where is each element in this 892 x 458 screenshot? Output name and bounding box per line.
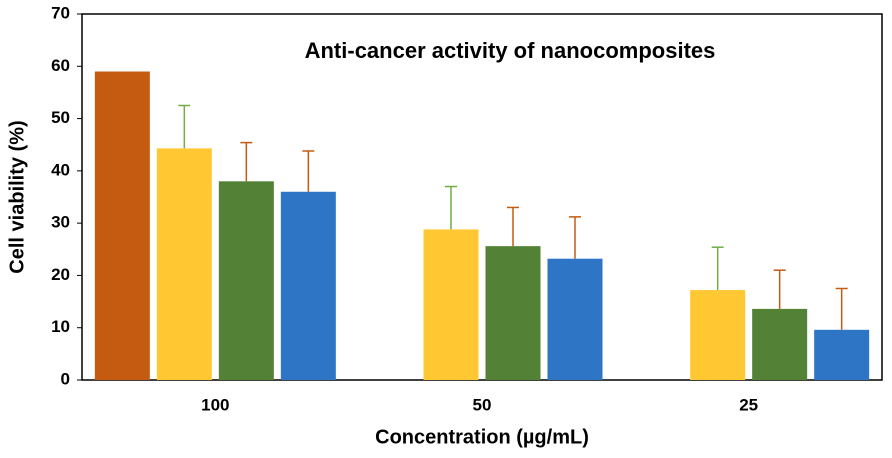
y-axis-label: Cell viability (%) xyxy=(6,120,28,273)
x-tick-label: 25 xyxy=(739,395,758,414)
bar xyxy=(218,181,274,380)
y-tick-label: 50 xyxy=(51,108,70,127)
y-tick-label: 40 xyxy=(51,160,70,179)
plot-frame xyxy=(81,13,883,381)
chart-title: Anti-cancer activity of nanocomposites xyxy=(305,38,716,63)
y-tick-label: 30 xyxy=(51,213,70,232)
x-tick-label: 100 xyxy=(201,395,229,414)
y-tick-label: 70 xyxy=(51,3,70,22)
bar xyxy=(280,191,336,380)
bar xyxy=(94,71,150,380)
bar xyxy=(814,329,870,380)
bar xyxy=(752,308,808,380)
bar xyxy=(485,246,541,380)
y-tick-label: 20 xyxy=(51,265,70,284)
bar xyxy=(156,148,212,380)
y-tick-label: 60 xyxy=(51,56,70,75)
bar xyxy=(690,290,746,380)
x-tick-label: 50 xyxy=(473,395,492,414)
y-tick-label: 0 xyxy=(61,369,70,388)
x-axis-label: Concentration (µg/mL) xyxy=(375,426,589,448)
bar xyxy=(547,258,603,380)
bar xyxy=(423,229,479,380)
y-tick-label: 10 xyxy=(51,317,70,336)
